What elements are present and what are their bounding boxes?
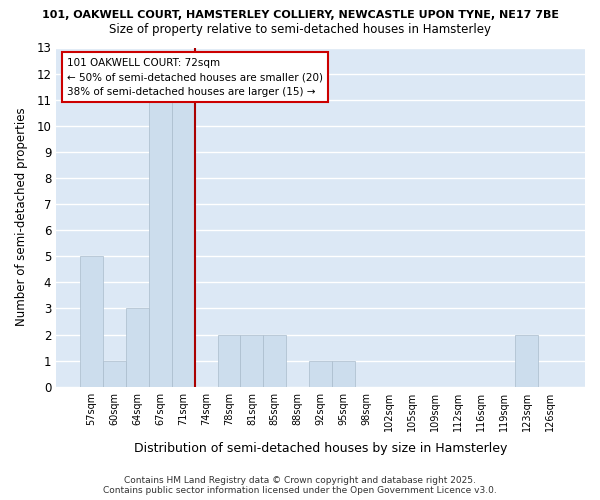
Y-axis label: Number of semi-detached properties: Number of semi-detached properties (15, 108, 28, 326)
Text: Size of property relative to semi-detached houses in Hamsterley: Size of property relative to semi-detach… (109, 22, 491, 36)
Text: Contains HM Land Registry data © Crown copyright and database right 2025.
Contai: Contains HM Land Registry data © Crown c… (103, 476, 497, 495)
Bar (263, 334, 286, 387)
Bar (515, 334, 538, 387)
Bar (149, 100, 172, 387)
Bar (332, 360, 355, 387)
Text: 101 OAKWELL COURT: 72sqm
← 50% of semi-detached houses are smaller (20)
38% of s: 101 OAKWELL COURT: 72sqm ← 50% of semi-d… (67, 58, 323, 98)
Bar (103, 360, 126, 387)
Text: 101, OAKWELL COURT, HAMSTERLEY COLLIERY, NEWCASTLE UPON TYNE, NE17 7BE: 101, OAKWELL COURT, HAMSTERLEY COLLIERY,… (41, 10, 559, 20)
Bar (172, 100, 194, 387)
Bar (309, 360, 332, 387)
Bar (126, 308, 149, 387)
Bar (218, 334, 241, 387)
Bar (80, 256, 103, 387)
Bar (241, 334, 263, 387)
X-axis label: Distribution of semi-detached houses by size in Hamsterley: Distribution of semi-detached houses by … (134, 442, 507, 455)
